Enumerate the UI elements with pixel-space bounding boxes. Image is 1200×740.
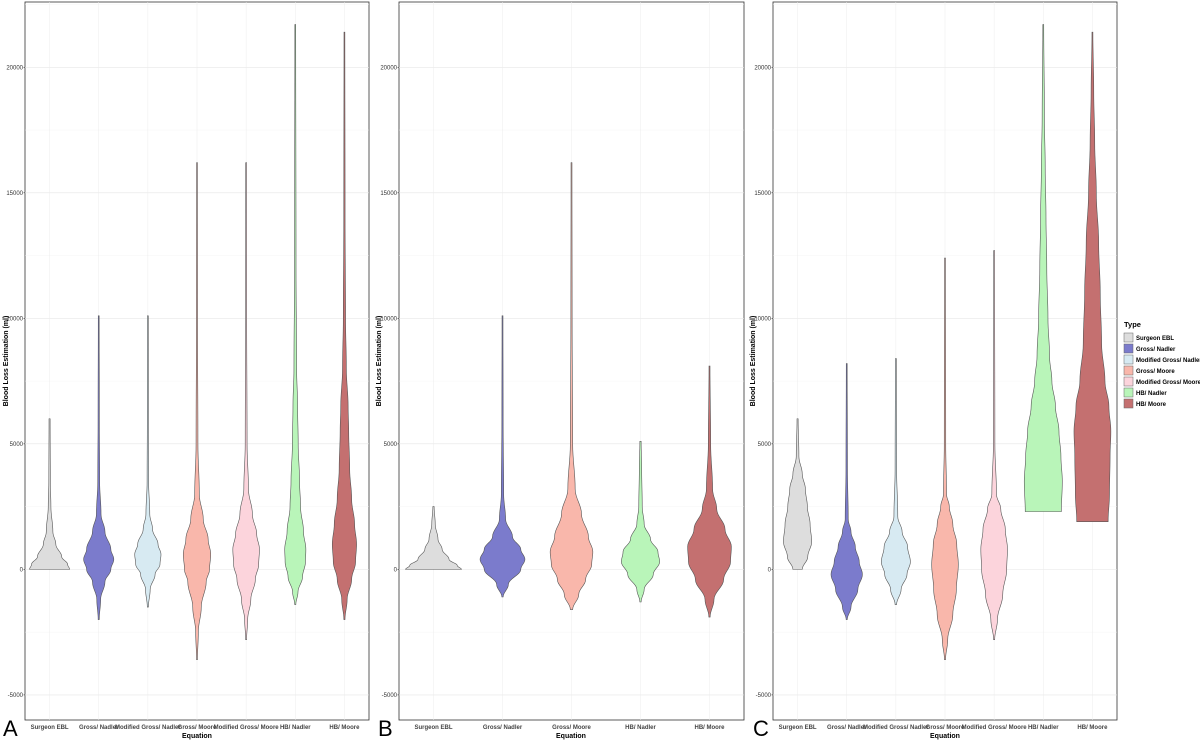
x-tick-label: Modified Gross/ Nadler [115,725,181,731]
legend-label: Gross/ Moore [1136,369,1175,375]
violin-surgeon-ebl [783,418,812,570]
violin-gross-nadler [830,363,863,620]
x-tick-label: Surgeon EBL [779,725,817,731]
legend-label: HB/ Moore [1136,402,1167,408]
violin-hb-nadler [621,441,660,603]
y-tick-label: -5000 [8,693,24,699]
x-tick-label: HB/ Moore [695,725,726,731]
x-tick-label: Gross/ Moore [178,725,217,731]
y-tick-label: 5000 [10,442,24,448]
legend-label: HB/ Nadler [1136,391,1167,397]
legend-swatch [1123,376,1134,387]
y-tick-label: 20000 [6,65,23,71]
violin-modified-gross-moore [980,250,1008,640]
x-tick-label: HB/ Moore [1077,725,1108,731]
x-tick-label: Surgeon EBL [414,725,452,731]
y-tick-label: 0 [768,567,772,573]
y-tick-label: 5000 [384,442,398,448]
y-tick-label: 15000 [754,191,771,197]
violin-hb-moore [331,31,357,620]
x-tick-label: Modified Gross/ Moore [214,725,280,731]
legend-label: Gross/ Nadler [1136,347,1176,353]
x-tick-label: Modified Gross/ Moore [962,725,1028,731]
panel-label: C [753,716,769,740]
x-tick-label: Modified Gross/ Nadler [863,725,929,731]
y-tick-label: 5000 [758,442,772,448]
panel-label: B [378,716,393,740]
violin-gross-moore [931,257,959,661]
y-axis-title: Blood Loss Estimation (ml) [3,316,10,407]
violin-modified-gross-moore [232,162,260,640]
legend-label: Modified Gross/ Nadler [1136,358,1200,364]
x-tick-label: Gross/ Moore [926,725,965,731]
y-tick-label: 0 [20,567,24,573]
legend-swatch [1123,365,1134,376]
legend-swatch [1123,398,1134,409]
violin-gross-moore [549,162,594,610]
x-tick-label: Gross/ Nadler [827,725,867,731]
y-tick-label: 15000 [380,191,397,197]
y-tick-label: 20000 [380,65,397,71]
legend-label: Surgeon EBL [1136,336,1174,342]
y-tick-label: -5000 [756,693,772,699]
x-tick-label: HB/ Nadler [1028,725,1059,731]
violin-surgeon-ebl [29,418,70,570]
y-axis-title: Blood Loss Estimation (ml) [750,316,757,407]
y-tick-label: 20000 [754,65,771,71]
panel-label: A [3,716,18,740]
violin-gross-nadler [83,315,115,620]
chart-panel-c: -5000 0 5000 10000 15000 20000 Surgeon EBL Gro… [750,1,1118,740]
x-tick-label: Gross/ Moore [552,725,591,731]
y-axis-title: Blood Loss Estimation (ml) [376,316,383,407]
violin-hb-moore [1073,31,1112,522]
legend-swatch [1123,332,1134,343]
violin-surgeon-ebl [405,506,462,570]
violin-gross-nadler [479,315,526,598]
violin-gross-moore [182,162,212,661]
x-tick-label: HB/ Nadler [280,725,311,731]
y-tick-label: 15000 [6,191,23,197]
violin-hb-nadler [1023,24,1063,512]
violin-hb-moore [687,365,732,618]
y-tick-label: 0 [394,567,398,573]
legend-swatch [1123,343,1134,354]
legend-title: Type [1124,320,1141,329]
y-tick-label: 10000 [380,316,397,322]
violin-modified-gross-nadler [881,358,911,605]
x-tick-label: HB/ Nadler [625,725,656,731]
legend-swatch [1123,354,1134,365]
chart-panel-a: -5000 0 5000 10000 15000 20000 Surgeon EBL Gro… [3,1,370,740]
legend-label: Modified Gross/ Moore [1136,380,1200,386]
legend: Type Surgeon EBL Gross/ Nadler Modified Gr… [1123,320,1200,409]
violin-modified-gross-nadler [134,315,162,608]
legend-swatch [1123,387,1134,398]
x-tick-label: HB/ Moore [329,725,360,731]
violin-hb-nadler [284,24,307,605]
x-axis-title: Equation [930,733,960,740]
chart-panel-b: -5000 0 5000 10000 15000 20000 Surgeon EBL Gro… [376,1,745,740]
x-axis-title: Equation [556,733,586,740]
y-tick-label: 10000 [754,316,771,322]
x-tick-label: Gross/ Nadler [483,725,523,731]
y-tick-label: 10000 [6,316,23,322]
x-tick-label: Surgeon EBL [31,725,69,731]
x-tick-label: Gross/ Nadler [79,725,119,731]
x-axis-title: Equation [182,733,212,740]
y-tick-label: -5000 [382,693,398,699]
